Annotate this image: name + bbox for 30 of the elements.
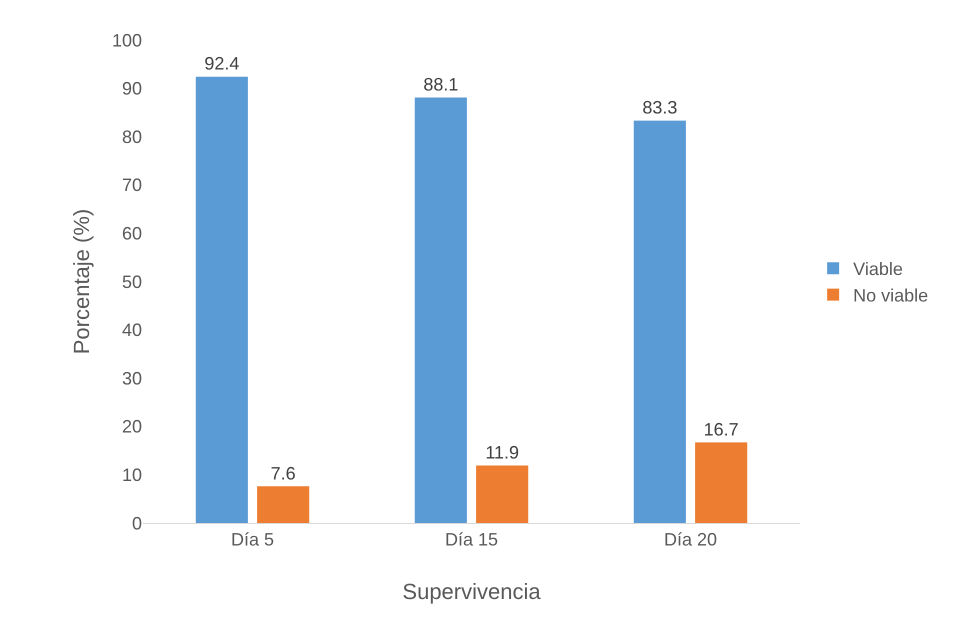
y-tick-label: 50 xyxy=(122,272,142,292)
x-axis-title: Supervivencia xyxy=(402,579,542,604)
x-tick-label: Día 15 xyxy=(444,530,498,550)
y-tick-label: 0 xyxy=(132,513,142,534)
bar xyxy=(695,442,748,523)
data-label: 92.4 xyxy=(204,54,240,74)
bar xyxy=(414,97,467,523)
x-tick-label: Día 20 xyxy=(664,530,718,550)
data-label: 16.7 xyxy=(704,419,739,440)
y-tick-label: 90 xyxy=(122,78,142,99)
y-tick-label: 20 xyxy=(122,416,142,437)
x-tick-label: Día 5 xyxy=(230,530,274,550)
y-tick-label: 70 xyxy=(122,175,142,196)
data-label: 83.3 xyxy=(642,98,678,118)
y-tick-label: 60 xyxy=(122,224,142,244)
y-tick-label: 30 xyxy=(122,368,142,388)
legend-label: Viable xyxy=(853,259,903,280)
data-label: 11.9 xyxy=(485,442,520,463)
y-tick-label: 40 xyxy=(122,320,142,340)
bar xyxy=(257,486,310,523)
data-label: 7.6 xyxy=(270,463,296,484)
bar xyxy=(476,466,528,523)
bar xyxy=(634,120,686,523)
data-label: 88.1 xyxy=(423,74,458,94)
y-axis-title: Porcentaje (%) xyxy=(69,208,94,354)
y-tick-label: 80 xyxy=(122,126,142,147)
y-tick-label: 100 xyxy=(112,30,142,50)
legend-label: No viable xyxy=(853,286,928,306)
y-tick-label: 10 xyxy=(122,465,142,485)
bar xyxy=(196,76,248,523)
